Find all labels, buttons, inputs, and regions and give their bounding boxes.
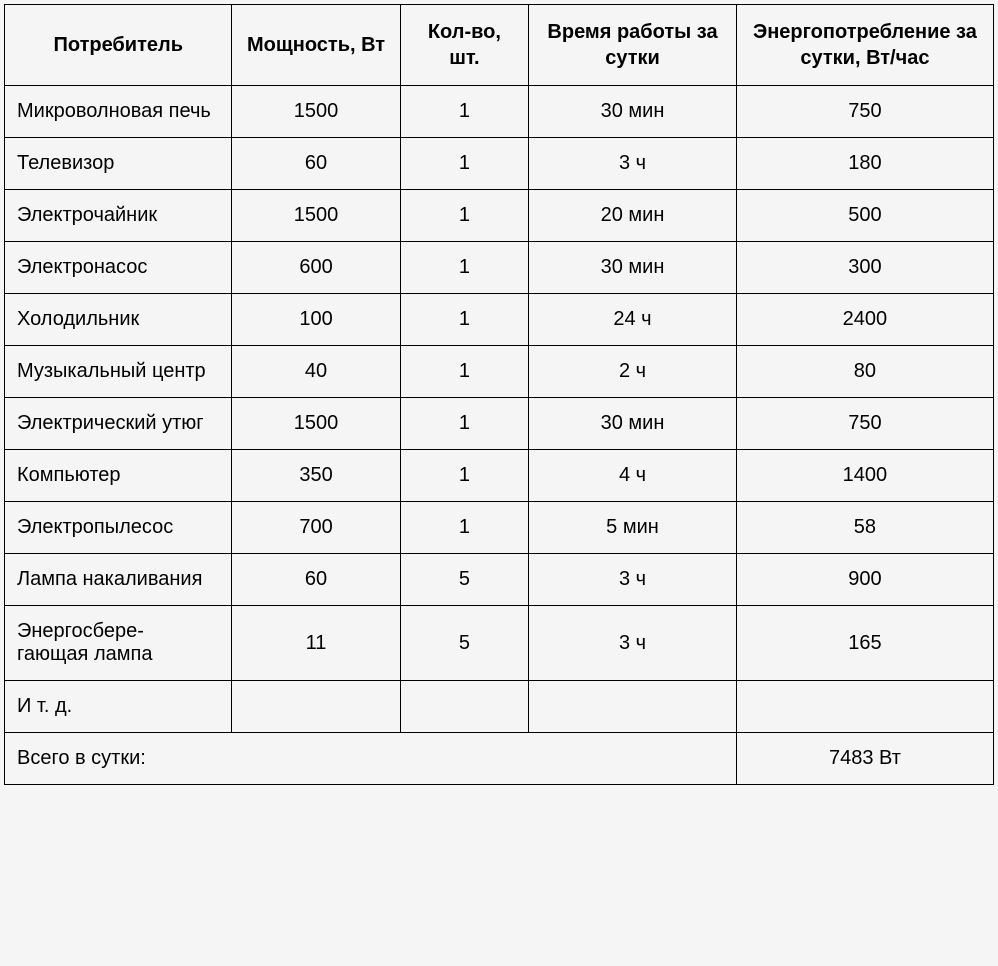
cell-qty: 1 <box>400 502 529 554</box>
cell-name: Электропылесос <box>5 502 232 554</box>
cell-energy: 180 <box>736 138 993 190</box>
cell-time: 5 мин <box>529 502 737 554</box>
cell-qty: 1 <box>400 190 529 242</box>
power-consumption-table: Потребитель Мощность, Вт Кол-во, шт. Вре… <box>4 4 994 785</box>
cell-name: Музыкальный центр <box>5 346 232 398</box>
cell-name: Холодильник <box>5 294 232 346</box>
cell-qty: 5 <box>400 606 529 681</box>
header-time: Время работы за сутки <box>529 5 737 86</box>
cell-time: 20 мин <box>529 190 737 242</box>
table-row: И т. д. <box>5 681 994 733</box>
total-label: Всего в сутки: <box>5 733 737 785</box>
cell-time: 30 мин <box>529 86 737 138</box>
cell-name: Энергосбере- гающая лампа <box>5 606 232 681</box>
table-row: Лампа накаливания 60 5 3 ч 900 <box>5 554 994 606</box>
cell-power: 700 <box>232 502 400 554</box>
cell-energy <box>736 681 993 733</box>
table-header-row: Потребитель Мощность, Вт Кол-во, шт. Вре… <box>5 5 994 86</box>
cell-power: 600 <box>232 242 400 294</box>
cell-power: 350 <box>232 450 400 502</box>
cell-energy: 165 <box>736 606 993 681</box>
header-power: Мощность, Вт <box>232 5 400 86</box>
cell-name: Компьютер <box>5 450 232 502</box>
cell-energy: 500 <box>736 190 993 242</box>
cell-power: 60 <box>232 554 400 606</box>
cell-power: 60 <box>232 138 400 190</box>
cell-name: Лампа накаливания <box>5 554 232 606</box>
cell-power: 100 <box>232 294 400 346</box>
cell-qty: 5 <box>400 554 529 606</box>
table-row: Электрочайник 1500 1 20 мин 500 <box>5 190 994 242</box>
cell-energy: 750 <box>736 86 993 138</box>
table-row: Энергосбере- гающая лампа 11 5 3 ч 165 <box>5 606 994 681</box>
cell-name: И т. д. <box>5 681 232 733</box>
cell-qty: 1 <box>400 294 529 346</box>
cell-qty: 1 <box>400 242 529 294</box>
cell-qty: 1 <box>400 450 529 502</box>
header-quantity: Кол-во, шт. <box>400 5 529 86</box>
header-energy: Энергопотребление за сутки, Вт/час <box>736 5 993 86</box>
header-consumer: Потребитель <box>5 5 232 86</box>
cell-time: 3 ч <box>529 554 737 606</box>
cell-energy: 900 <box>736 554 993 606</box>
cell-time: 30 мин <box>529 398 737 450</box>
cell-qty <box>400 681 529 733</box>
cell-energy: 80 <box>736 346 993 398</box>
cell-power: 11 <box>232 606 400 681</box>
table-row: Электропылесос 700 1 5 мин 58 <box>5 502 994 554</box>
cell-time: 30 мин <box>529 242 737 294</box>
cell-power: 1500 <box>232 190 400 242</box>
table-total-row: Всего в сутки: 7483 Вт <box>5 733 994 785</box>
cell-power: 1500 <box>232 86 400 138</box>
cell-name: Электрочайник <box>5 190 232 242</box>
total-value: 7483 Вт <box>736 733 993 785</box>
cell-time: 3 ч <box>529 606 737 681</box>
cell-power: 1500 <box>232 398 400 450</box>
cell-name: Электрический утюг <box>5 398 232 450</box>
cell-energy: 2400 <box>736 294 993 346</box>
table-row: Компьютер 350 1 4 ч 1400 <box>5 450 994 502</box>
cell-time: 3 ч <box>529 138 737 190</box>
cell-qty: 1 <box>400 398 529 450</box>
cell-energy: 1400 <box>736 450 993 502</box>
cell-time: 2 ч <box>529 346 737 398</box>
table-row: Микроволновая печь 1500 1 30 мин 750 <box>5 86 994 138</box>
cell-power: 40 <box>232 346 400 398</box>
table-row: Музыкальный центр 40 1 2 ч 80 <box>5 346 994 398</box>
cell-energy: 300 <box>736 242 993 294</box>
cell-time: 24 ч <box>529 294 737 346</box>
table-body: Микроволновая печь 1500 1 30 мин 750 Тел… <box>5 86 994 785</box>
table-row: Телевизор 60 1 3 ч 180 <box>5 138 994 190</box>
cell-name: Телевизор <box>5 138 232 190</box>
cell-name: Микроволновая печь <box>5 86 232 138</box>
table-row: Холодильник 100 1 24 ч 2400 <box>5 294 994 346</box>
cell-power <box>232 681 400 733</box>
cell-time <box>529 681 737 733</box>
cell-qty: 1 <box>400 346 529 398</box>
table-row: Электронасос 600 1 30 мин 300 <box>5 242 994 294</box>
cell-time: 4 ч <box>529 450 737 502</box>
cell-name: Электронасос <box>5 242 232 294</box>
table-row: Электрический утюг 1500 1 30 мин 750 <box>5 398 994 450</box>
cell-qty: 1 <box>400 138 529 190</box>
cell-qty: 1 <box>400 86 529 138</box>
cell-energy: 58 <box>736 502 993 554</box>
cell-energy: 750 <box>736 398 993 450</box>
